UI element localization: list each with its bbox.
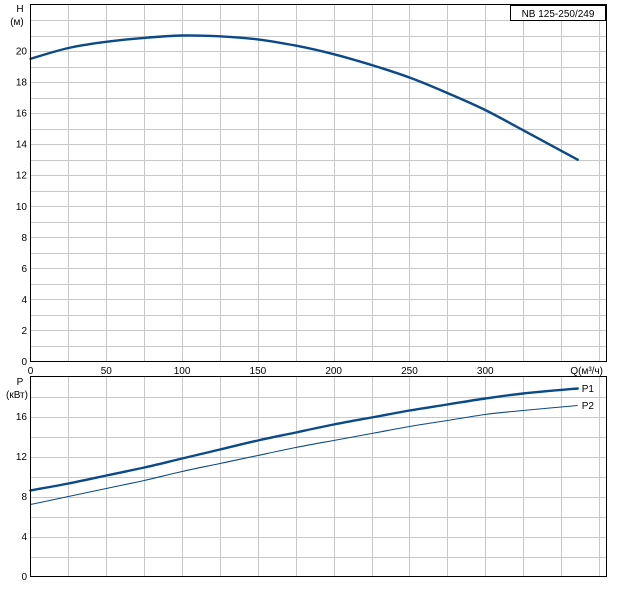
- power-curves: P1 P2: [29, 384, 595, 506]
- head-tick-label: 16: [16, 109, 28, 120]
- power-chart-labels: 0 4 8 12 16: [16, 412, 28, 583]
- head-tick-label: 8: [21, 233, 27, 244]
- head-tick-label: 20: [16, 47, 28, 58]
- flow-tick-label: 250: [401, 366, 418, 377]
- flow-tick-label: 50: [101, 366, 113, 377]
- flow-tick-label: 200: [325, 366, 342, 377]
- series-label-p2: P2: [582, 401, 595, 412]
- power-tick-label: 8: [21, 492, 27, 503]
- power-axis-label: P: [17, 377, 24, 388]
- head-curves: [29, 34, 579, 161]
- chart-title: NB 125-250/249: [522, 9, 595, 20]
- power-chart-grid: [30, 376, 607, 577]
- head-axis-unit: (м): [10, 17, 24, 28]
- flow-tick-label: 150: [250, 366, 267, 377]
- power-curve-p1: [29, 387, 579, 492]
- head-tick-label: 14: [16, 140, 28, 151]
- power-tick-label: 4: [21, 532, 27, 543]
- head-tick-label: 4: [21, 295, 27, 306]
- head-tick-label: 2: [21, 326, 27, 337]
- head-tick-label: 6: [21, 264, 27, 275]
- power-tick-label: 12: [16, 452, 28, 463]
- power-axis-unit: (кВт): [6, 390, 28, 401]
- head-tick-label: 12: [16, 171, 28, 182]
- head-curve: [29, 34, 579, 161]
- power-tick-label: 16: [16, 412, 28, 423]
- series-label-p1: P1: [582, 384, 595, 395]
- power-chart-frame: [30, 376, 607, 577]
- head-tick-label: 10: [16, 202, 28, 213]
- head-tick-label: 18: [16, 78, 28, 89]
- head-chart-frame: [30, 4, 607, 362]
- flow-tick-label: 0: [28, 366, 34, 377]
- head-tick-label: 0: [21, 357, 27, 368]
- flow-tick-label: 100: [174, 366, 191, 377]
- head-chart-grid: [30, 4, 607, 362]
- title-box: [510, 5, 606, 21]
- flow-axis-label: Q(м³/ч): [570, 366, 603, 377]
- head-axis-label: H: [16, 4, 23, 15]
- power-curve-p2: [30, 404, 578, 506]
- power-tick-label: 0: [21, 572, 27, 583]
- flow-tick-label: 300: [477, 366, 494, 377]
